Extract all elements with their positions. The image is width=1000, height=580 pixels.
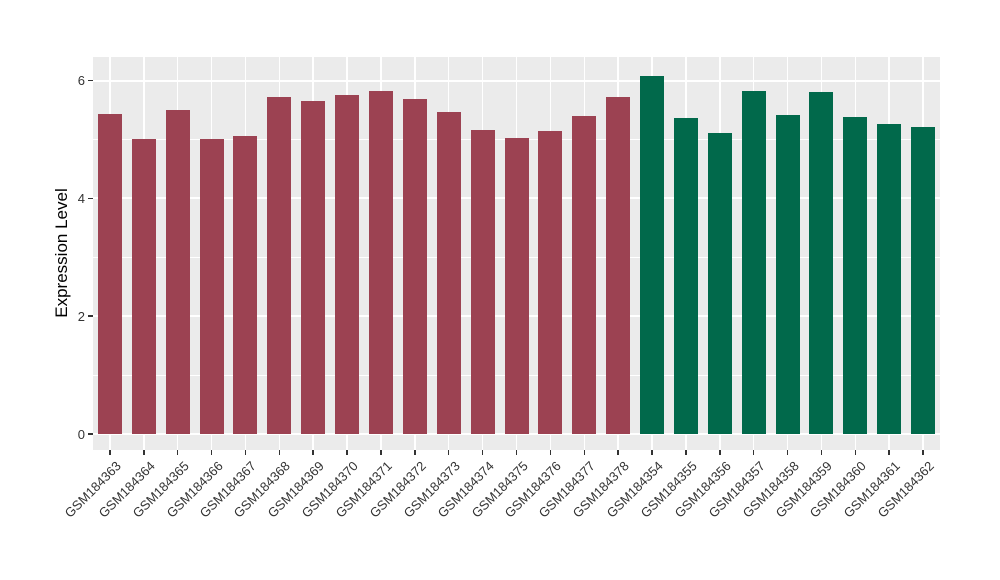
y-tick-label-4: 4 [77, 190, 85, 206]
y-tick-label-2: 2 [77, 308, 85, 324]
bar-GSM184365 [165, 110, 190, 434]
x-tick-mark [820, 450, 823, 455]
x-tick-mark [346, 450, 348, 455]
bar-GSM184362 [911, 127, 936, 434]
bar-GSM184359 [809, 91, 834, 434]
y-tick-mark-6 [88, 79, 93, 82]
bar-GSM184357 [741, 90, 766, 434]
bar-GSM184356 [707, 133, 732, 434]
x-tick-mark [414, 450, 416, 455]
bar-GSM184367 [233, 135, 258, 434]
x-tick-mark [380, 450, 382, 455]
y-tick-mark-2 [88, 315, 93, 317]
bar-GSM184370 [335, 94, 360, 434]
x-tick-mark [481, 450, 484, 455]
bar-GSM184377 [572, 115, 597, 434]
x-tick-mark [922, 450, 924, 455]
bar-GSM184364 [131, 138, 156, 434]
bar-GSM184355 [673, 118, 698, 434]
x-tick-mark [786, 450, 789, 455]
bar-GSM184366 [199, 138, 224, 434]
x-tick-mark [244, 450, 247, 455]
bar-GSM184363 [97, 114, 122, 434]
x-tick-mark [752, 450, 755, 455]
x-tick-mark [447, 450, 450, 455]
y-axis-title: Expression Level [52, 188, 71, 318]
x-tick-mark [888, 450, 890, 455]
x-tick-mark [515, 450, 518, 455]
bar-GSM184369 [301, 101, 326, 434]
x-tick-mark [176, 450, 179, 455]
x-tick-mark [617, 450, 619, 455]
bar-GSM184376 [538, 130, 563, 434]
y-tick-mark-0 [88, 433, 93, 435]
x-tick-mark [278, 450, 281, 455]
x-tick-mark [719, 450, 721, 455]
bar-GSM184373 [436, 111, 461, 434]
x-tick-mark [312, 450, 314, 455]
bar-GSM184360 [843, 117, 868, 434]
x-tick-mark [109, 450, 111, 455]
bar-GSM184368 [267, 96, 292, 434]
bar-GSM184371 [368, 91, 393, 434]
x-tick-mark [143, 450, 145, 455]
y-tick-label-6: 6 [77, 73, 85, 89]
bar-GSM184374 [470, 129, 495, 434]
x-tick-mark [854, 450, 857, 455]
x-tick-mark [651, 450, 653, 455]
bar-GSM184372 [402, 99, 427, 434]
y-tick-label-0: 0 [77, 426, 85, 442]
bar-GSM184378 [606, 96, 631, 434]
x-tick-mark [685, 450, 687, 455]
plot-panel [93, 57, 940, 450]
bar-GSM184361 [877, 123, 902, 434]
x-tick-mark [583, 450, 585, 455]
x-tick-mark [549, 450, 552, 455]
y-tick-mark-4 [88, 197, 93, 200]
bar-GSM184358 [775, 114, 800, 434]
bar-GSM184354 [640, 75, 665, 434]
x-tick-mark [210, 450, 213, 455]
bar-GSM184375 [504, 137, 529, 434]
